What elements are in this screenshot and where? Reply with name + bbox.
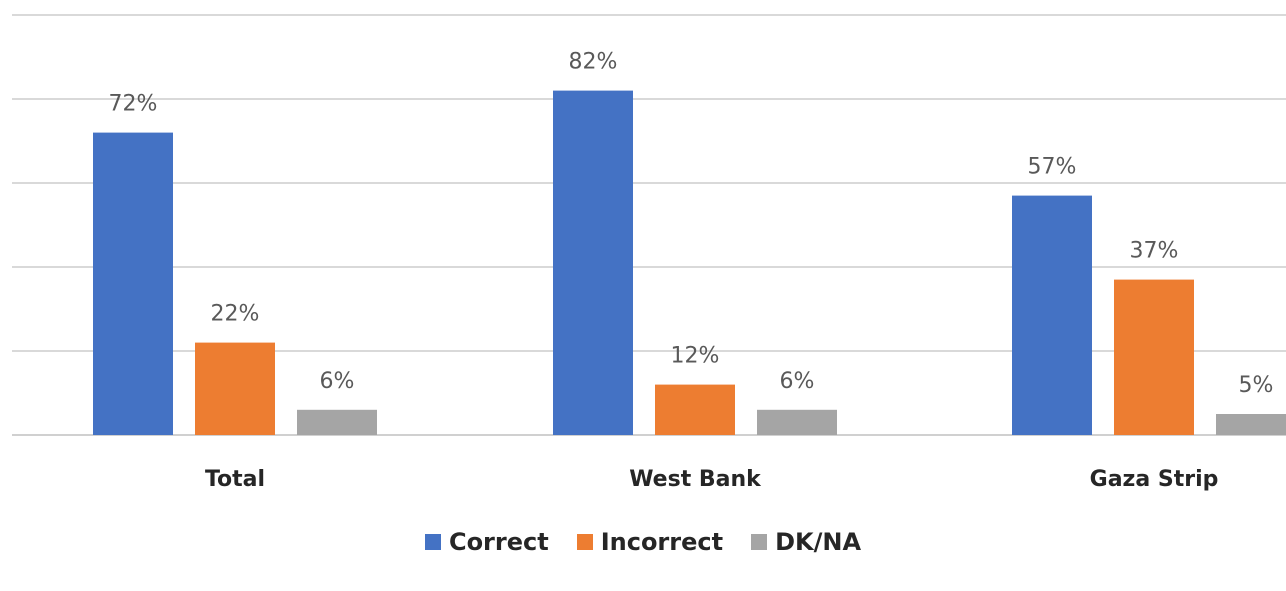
category-labels: Total West Bank Gaza Strip xyxy=(205,467,1218,492)
data-label-dk-na-gaza-strip: 5% xyxy=(1239,373,1274,398)
bar-incorrect-total xyxy=(195,342,275,435)
category-label-west-bank: West Bank xyxy=(629,467,762,492)
data-label-correct-total: 72% xyxy=(109,92,158,117)
legend-swatch-dkna xyxy=(751,534,768,550)
value-labels: 72% 82% 57% 22% 12% 37% 6% 6% 5% xyxy=(109,50,1274,398)
bar-correct-west-bank xyxy=(553,90,633,435)
data-label-correct-gaza-strip: 57% xyxy=(1028,155,1077,180)
category-label-total: Total xyxy=(205,467,265,492)
bar-correct-total xyxy=(93,132,173,435)
data-label-incorrect-west-bank: 12% xyxy=(671,344,720,369)
bar-incorrect-gaza-strip xyxy=(1114,279,1194,435)
bar-dk-na-west-bank xyxy=(757,409,837,435)
legend-item-incorrect: Incorrect xyxy=(576,528,724,556)
data-label-correct-west-bank: 82% xyxy=(569,50,618,75)
legend-label-incorrect: Incorrect xyxy=(600,528,724,556)
data-label-dk-na-west-bank: 6% xyxy=(780,369,815,394)
data-label-dk-na-total: 6% xyxy=(320,369,355,394)
legend-swatch-incorrect xyxy=(576,534,593,550)
legend: Correct Incorrect DK/NA xyxy=(0,528,1286,556)
bars xyxy=(93,90,1286,435)
legend-item-correct: Correct xyxy=(424,528,549,556)
data-label-incorrect-total: 22% xyxy=(211,302,260,327)
bar-dk-na-total xyxy=(297,409,377,435)
legend-label-dkna: DK/NA xyxy=(775,528,862,556)
bar-incorrect-west-bank xyxy=(655,384,735,435)
bar-dk-na-gaza-strip xyxy=(1216,414,1286,435)
legend-item-dkna: DK/NA xyxy=(751,528,861,556)
bar-chart: 72% 82% 57% 22% 12% 37% 6% 6% 5% Total West Bank G… xyxy=(12,14,1286,492)
legend-label-correct: Correct xyxy=(448,528,549,556)
legend-swatch-correct xyxy=(424,534,441,550)
category-label-gaza-strip: Gaza Strip xyxy=(1090,467,1219,492)
data-label-incorrect-gaza-strip: 37% xyxy=(1130,239,1179,264)
bar-correct-gaza-strip xyxy=(1012,195,1092,435)
